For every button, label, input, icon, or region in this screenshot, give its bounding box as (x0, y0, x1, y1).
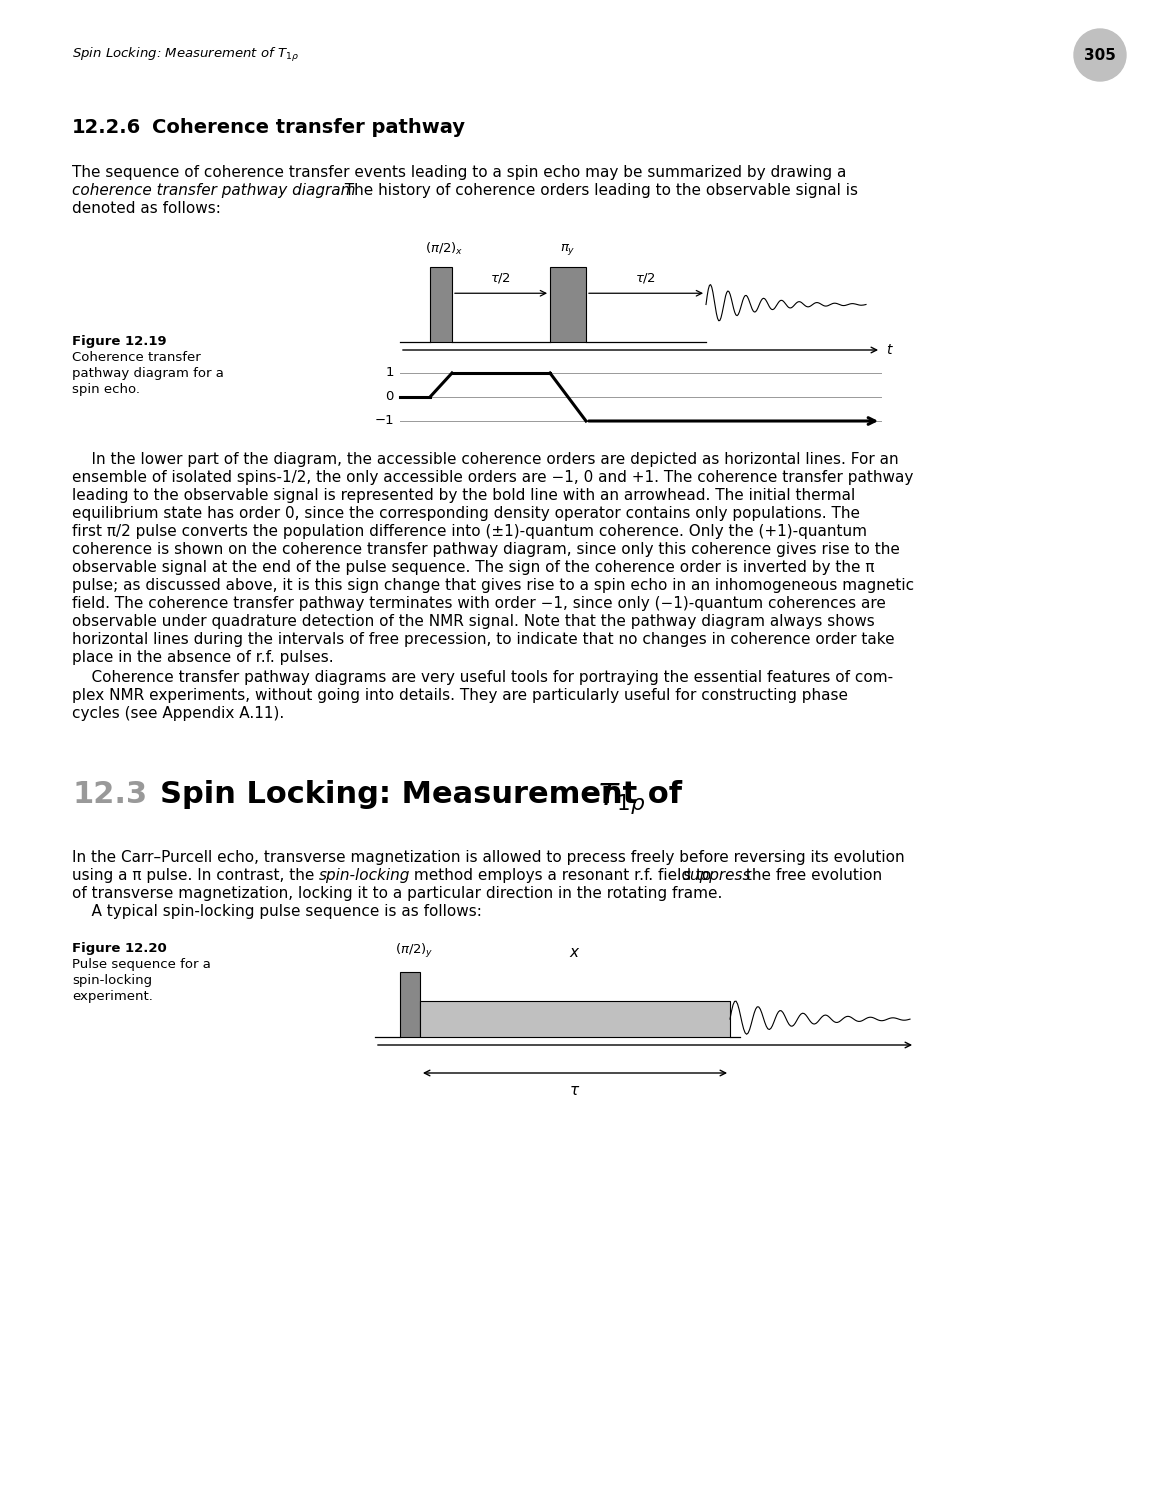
Text: $T_{1\rho}$: $T_{1\rho}$ (598, 782, 645, 816)
Text: denoted as follows:: denoted as follows: (71, 201, 221, 216)
Text: Coherence transfer pathway: Coherence transfer pathway (152, 118, 465, 136)
Text: $t$: $t$ (886, 344, 894, 357)
Text: first π/2 pulse converts the population difference into (±1)-quantum coherence. : first π/2 pulse converts the population … (71, 524, 867, 538)
Text: Pulse sequence for a: Pulse sequence for a (71, 958, 211, 970)
Text: coherence is shown on the coherence transfer pathway diagram, since only this co: coherence is shown on the coherence tran… (71, 542, 900, 556)
Text: 0: 0 (386, 390, 394, 404)
Text: coherence transfer pathway diagram: coherence transfer pathway diagram (71, 183, 356, 198)
Text: Coherence transfer pathway diagrams are very useful tools for portraying the ess: Coherence transfer pathway diagrams are … (71, 670, 893, 686)
Text: −1: −1 (374, 414, 394, 428)
Text: pathway diagram for a: pathway diagram for a (71, 368, 223, 380)
Circle shape (1074, 28, 1126, 81)
Text: $x$: $x$ (569, 945, 581, 960)
Text: spin echo.: spin echo. (71, 382, 141, 396)
Text: of transverse magnetization, locking it to a particular direction in the rotatin: of transverse magnetization, locking it … (71, 886, 722, 902)
Text: In the lower part of the diagram, the accessible coherence orders are depicted a: In the lower part of the diagram, the ac… (71, 452, 899, 466)
Text: observable signal at the end of the pulse sequence. The sign of the coherence or: observable signal at the end of the puls… (71, 560, 874, 574)
Text: Coherence transfer: Coherence transfer (71, 351, 200, 364)
Text: . The history of coherence orders leading to the observable signal is: . The history of coherence orders leadin… (335, 183, 858, 198)
Text: using a π pulse. In contrast, the: using a π pulse. In contrast, the (71, 868, 319, 883)
Text: cycles (see Appendix A.11).: cycles (see Appendix A.11). (71, 706, 285, 722)
Text: 12.2.6: 12.2.6 (71, 118, 142, 136)
Text: Spin Locking: Measurement of $T_{1\rho}$: Spin Locking: Measurement of $T_{1\rho}$ (71, 46, 298, 64)
Text: 12.3: 12.3 (71, 780, 147, 808)
Text: Spin Locking: Measurement of: Spin Locking: Measurement of (160, 780, 692, 808)
Text: horizontal lines during the intervals of free precession, to indicate that no ch: horizontal lines during the intervals of… (71, 632, 895, 646)
Text: A typical spin-locking pulse sequence is as follows:: A typical spin-locking pulse sequence is… (71, 904, 482, 920)
Text: $\tau$: $\tau$ (569, 1083, 581, 1098)
Text: place in the absence of r.f. pulses.: place in the absence of r.f. pulses. (71, 650, 334, 664)
Text: observable under quadrature detection of the NMR signal. Note that the pathway d: observable under quadrature detection of… (71, 614, 874, 628)
Text: equilibrium state has order 0, since the corresponding density operator contains: equilibrium state has order 0, since the… (71, 506, 861, 520)
Bar (400, 972, 420, 1036)
Text: suppress: suppress (683, 868, 751, 883)
Text: method employs a resonant r.f. field to: method employs a resonant r.f. field to (409, 868, 717, 883)
Text: field. The coherence transfer pathway terminates with order −1, since only (−1)-: field. The coherence transfer pathway te… (71, 596, 886, 610)
Bar (420, 1002, 730, 1036)
Text: In the Carr–Purcell echo, transverse magnetization is allowed to precess freely : In the Carr–Purcell echo, transverse mag… (71, 850, 904, 865)
Text: Figure 12.20: Figure 12.20 (71, 942, 167, 956)
Text: experiment.: experiment. (71, 990, 153, 1004)
Text: $\pi_y$: $\pi_y$ (560, 242, 576, 256)
Text: Figure 12.19: Figure 12.19 (71, 334, 167, 348)
Text: The sequence of coherence transfer events leading to a spin echo may be summariz: The sequence of coherence transfer event… (71, 165, 847, 180)
Bar (430, 267, 452, 342)
Text: $(\pi/2)_x$: $(\pi/2)_x$ (425, 242, 463, 256)
Text: the free evolution: the free evolution (741, 868, 882, 883)
Text: $\tau/2$: $\tau/2$ (491, 272, 511, 285)
Text: plex NMR experiments, without going into details. They are particularly useful f: plex NMR experiments, without going into… (71, 688, 848, 703)
Text: 1: 1 (386, 366, 394, 380)
Text: ensemble of isolated spins-1/2, the only accessible orders are −1, 0 and +1. The: ensemble of isolated spins-1/2, the only… (71, 470, 914, 484)
Text: pulse; as discussed above, it is this sign change that gives rise to a spin echo: pulse; as discussed above, it is this si… (71, 578, 915, 592)
Text: leading to the observable signal is represented by the bold line with an arrowhe: leading to the observable signal is repr… (71, 488, 855, 502)
Text: $(\pi/2)_y$: $(\pi/2)_y$ (395, 942, 433, 960)
Text: $\tau/2$: $\tau/2$ (636, 272, 657, 285)
Text: spin-locking: spin-locking (319, 868, 410, 883)
Text: 305: 305 (1084, 48, 1116, 63)
Bar (550, 267, 586, 342)
Text: spin-locking: spin-locking (71, 974, 152, 987)
